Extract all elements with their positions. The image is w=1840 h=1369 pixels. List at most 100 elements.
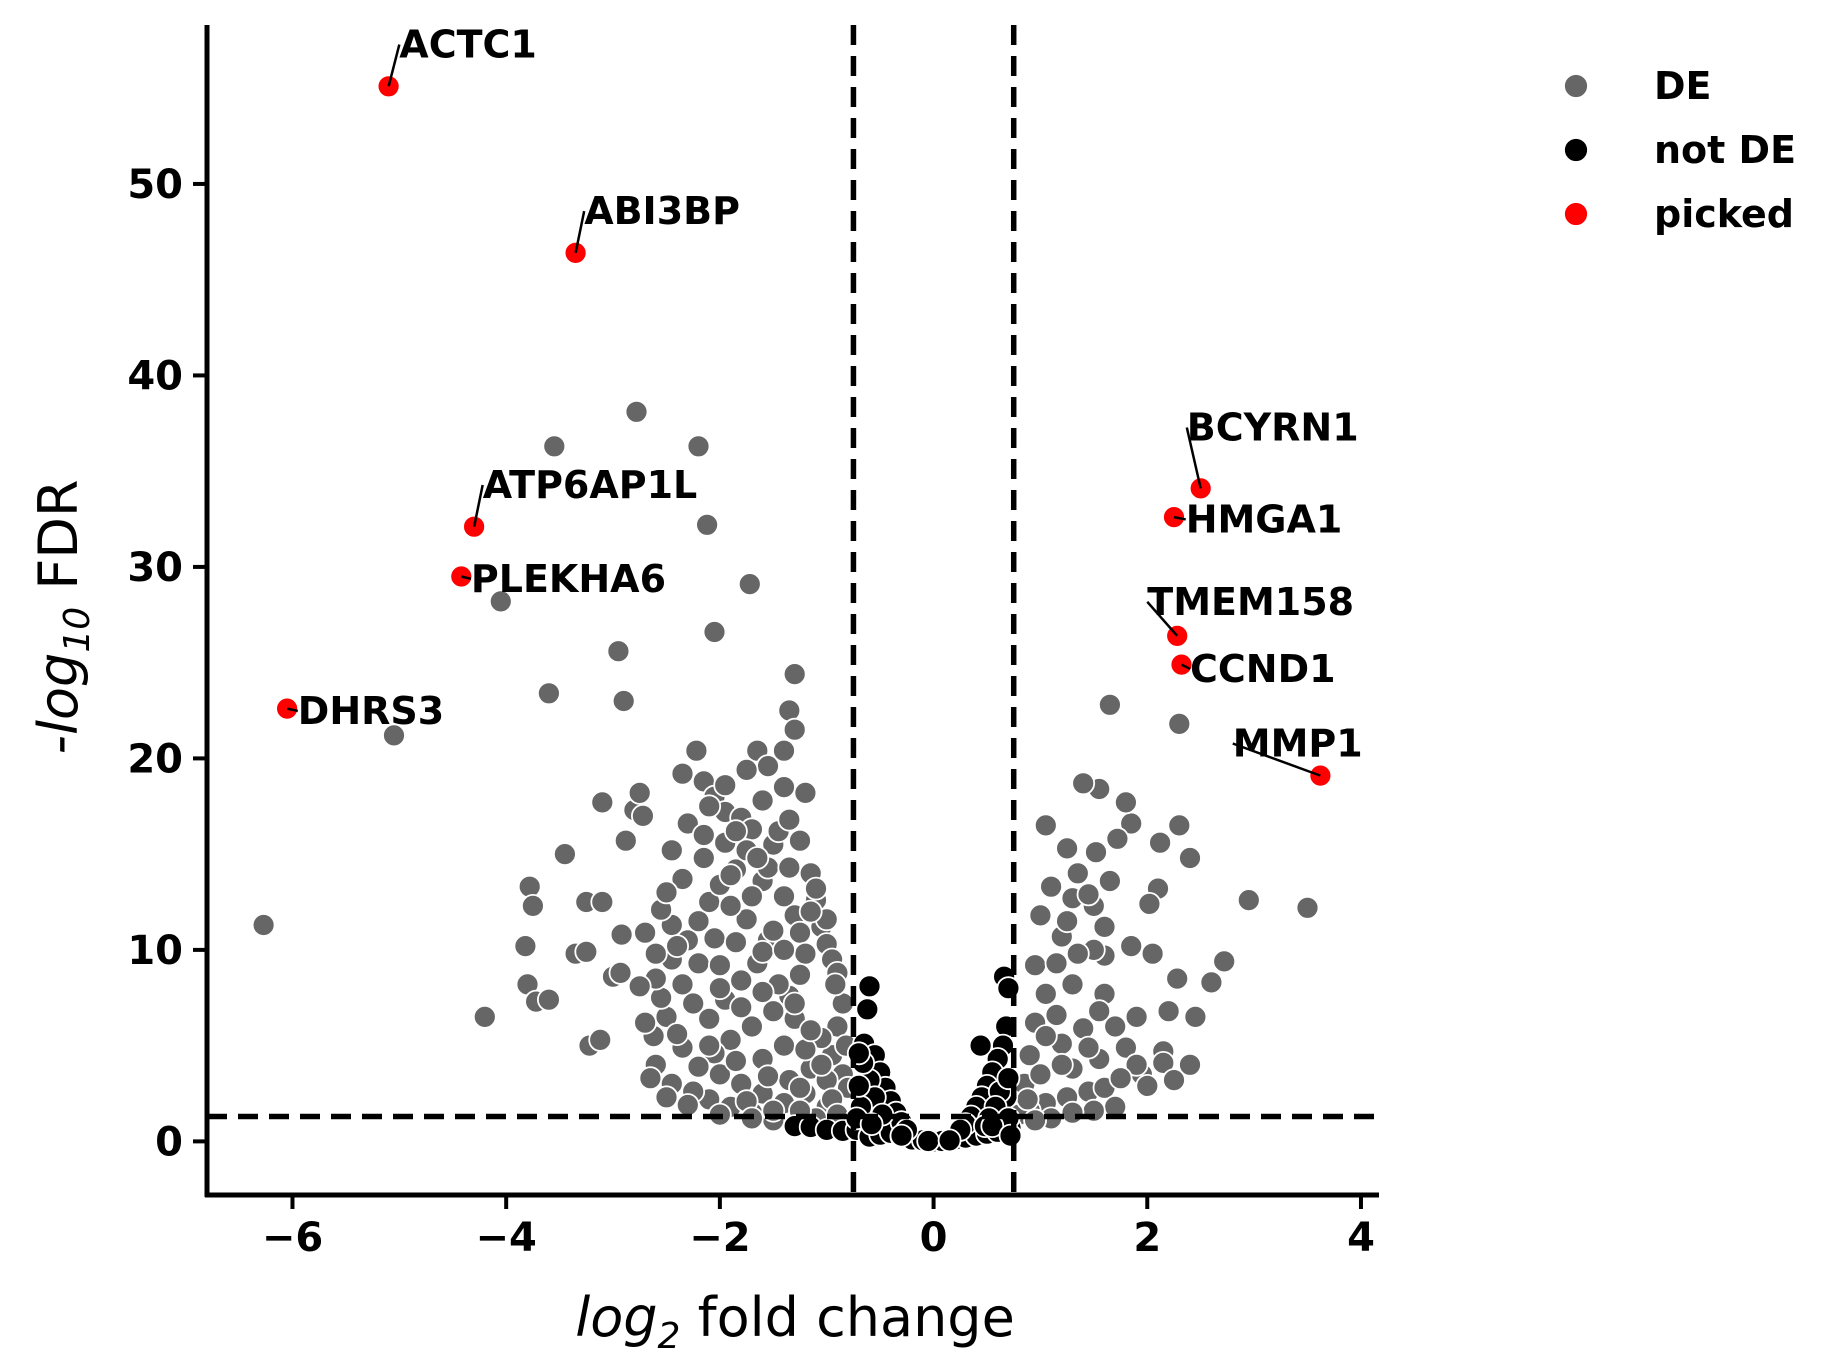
point-de bbox=[1060, 972, 1085, 997]
point-de bbox=[782, 662, 807, 686]
annotation-connector bbox=[461, 575, 472, 581]
point-de bbox=[631, 804, 655, 828]
point-de bbox=[627, 974, 652, 999]
x-tick-label: −6 bbox=[262, 1215, 323, 1261]
point-de bbox=[1236, 888, 1261, 912]
point-not-de bbox=[855, 997, 880, 1022]
point-de bbox=[1015, 1087, 1040, 1112]
x-tick-label: −4 bbox=[476, 1215, 537, 1261]
point-de bbox=[793, 781, 818, 805]
point-not-de bbox=[937, 1128, 962, 1153]
point-de bbox=[633, 1010, 657, 1035]
point-de bbox=[1028, 1062, 1053, 1087]
data-points bbox=[251, 74, 1333, 1154]
point-not-de bbox=[998, 1123, 1023, 1148]
y-tick-label: 30 bbox=[127, 545, 183, 591]
point-picked bbox=[275, 696, 300, 721]
point-de bbox=[1183, 1005, 1208, 1029]
point-de bbox=[1087, 999, 1112, 1024]
point-de bbox=[1156, 999, 1181, 1024]
point-de bbox=[798, 899, 823, 924]
point-not-de bbox=[857, 974, 882, 999]
point-de bbox=[1167, 712, 1192, 736]
y-tick-label: 10 bbox=[127, 928, 183, 974]
point-de bbox=[1135, 1074, 1160, 1098]
point-de bbox=[574, 939, 599, 964]
point-de bbox=[670, 972, 695, 997]
y-axis-title-sub: 10 bbox=[57, 607, 98, 653]
point-de bbox=[670, 867, 695, 891]
point-de bbox=[638, 1066, 663, 1091]
legend-marker bbox=[1563, 137, 1589, 163]
point-de bbox=[590, 790, 615, 815]
point-picked bbox=[563, 240, 588, 265]
point-de bbox=[1105, 826, 1130, 851]
point-de bbox=[1162, 1068, 1186, 1092]
x-axis-title-base: log bbox=[575, 1286, 657, 1349]
point-de bbox=[659, 838, 684, 863]
point-de bbox=[737, 572, 762, 596]
point-de bbox=[1033, 813, 1058, 838]
legend-marker bbox=[1563, 201, 1589, 227]
annotation-label: CCND1 bbox=[1190, 647, 1336, 691]
point-de bbox=[1119, 934, 1144, 958]
x-axis-title-sub: 2 bbox=[658, 1316, 681, 1357]
annotation-connector bbox=[286, 707, 299, 713]
point-de bbox=[251, 913, 276, 937]
threshold-lines bbox=[207, 25, 1377, 1195]
point-de bbox=[1039, 874, 1063, 899]
point-de bbox=[729, 968, 754, 993]
point-de bbox=[1071, 771, 1096, 796]
y-tick-label: 0 bbox=[155, 1119, 183, 1165]
point-de bbox=[750, 980, 775, 1004]
point-de bbox=[1084, 840, 1108, 865]
x-axis-title: log2 fold change bbox=[575, 1286, 1015, 1357]
point-de bbox=[1092, 915, 1117, 939]
x-tick-label: 0 bbox=[920, 1215, 948, 1261]
point-de bbox=[1103, 1014, 1128, 1039]
point-de bbox=[697, 794, 722, 819]
point-picked bbox=[376, 74, 401, 99]
point-de bbox=[750, 788, 775, 813]
point-de bbox=[718, 894, 743, 918]
point-de bbox=[729, 995, 754, 1020]
point-de bbox=[1124, 1052, 1149, 1077]
point-de bbox=[1028, 903, 1053, 928]
point-de bbox=[1060, 1100, 1085, 1125]
point-de bbox=[613, 828, 638, 853]
x-tick-label: −2 bbox=[689, 1215, 750, 1261]
point-de bbox=[782, 717, 807, 742]
y-axis-title-pre: - bbox=[27, 735, 90, 755]
point-de bbox=[788, 920, 812, 945]
point-de bbox=[777, 855, 802, 880]
point-not-de bbox=[889, 1123, 914, 1148]
point-de bbox=[1114, 1035, 1138, 1060]
point-not-de bbox=[916, 1129, 941, 1153]
point-de bbox=[643, 941, 668, 966]
legend-label: not DE bbox=[1654, 128, 1796, 172]
annotation-connector bbox=[1180, 663, 1191, 670]
point-de bbox=[654, 880, 679, 905]
point-de bbox=[1295, 895, 1320, 920]
x-tick-label: 2 bbox=[1133, 1215, 1161, 1261]
point-de bbox=[1065, 941, 1090, 966]
point-de bbox=[675, 811, 700, 836]
legend-label: DE bbox=[1654, 64, 1712, 108]
point-de bbox=[1033, 982, 1058, 1006]
legend-marker bbox=[1563, 73, 1589, 99]
annotation-connector bbox=[472, 484, 484, 527]
point-de bbox=[686, 1054, 711, 1079]
point-de bbox=[1044, 951, 1069, 976]
y-tick-label: 50 bbox=[127, 162, 183, 208]
point-de bbox=[513, 934, 538, 958]
point-de bbox=[1098, 692, 1122, 717]
annotation-label: TMEM158 bbox=[1147, 580, 1354, 624]
point-de bbox=[686, 434, 711, 459]
point-de bbox=[772, 738, 796, 763]
gene-annotations: ACTC1 ABI3BP ATP6AP1L PLEKHA6 DHRS3 BCYRN1 HMG… bbox=[286, 23, 1363, 777]
point-de bbox=[517, 874, 542, 899]
point-de bbox=[472, 1005, 497, 1029]
point-not-de bbox=[968, 1033, 993, 1058]
annotation-label: ABI3BP bbox=[584, 189, 740, 233]
